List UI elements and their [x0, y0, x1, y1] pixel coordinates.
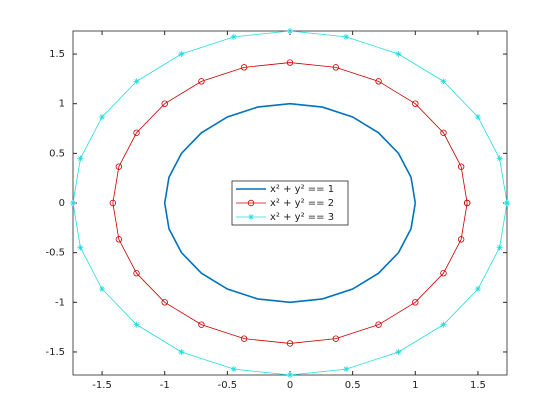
marker	[198, 321, 205, 328]
marker	[161, 299, 168, 306]
marker	[115, 236, 123, 243]
marker	[109, 199, 117, 207]
marker	[457, 163, 465, 170]
marker	[133, 78, 140, 85]
marker	[474, 114, 481, 120]
marker	[178, 51, 185, 58]
marker	[332, 335, 340, 342]
marker	[240, 64, 248, 71]
marker	[474, 286, 481, 292]
marker	[99, 114, 106, 120]
y-tick-label: -1.5	[45, 347, 65, 358]
marker	[198, 78, 205, 85]
marker	[412, 299, 419, 306]
marker	[248, 214, 254, 220]
legend: x² + y² == 1 x² + y² == 2 x² + y² == 3	[231, 180, 349, 226]
marker	[287, 372, 293, 378]
marker	[496, 155, 503, 162]
y-tick-label: 0	[59, 198, 65, 209]
marker	[77, 244, 84, 251]
marker	[286, 340, 294, 347]
marker	[286, 59, 294, 66]
legend-label: x² + y² == 3	[270, 212, 334, 223]
marker	[496, 244, 503, 251]
marker	[457, 236, 465, 243]
marker	[463, 199, 471, 207]
marker	[395, 51, 402, 58]
marker	[375, 78, 382, 85]
marker	[230, 366, 237, 373]
marker	[247, 199, 255, 207]
marker	[395, 348, 402, 355]
marker	[440, 321, 447, 328]
series-line	[112, 62, 468, 344]
marker	[161, 100, 168, 107]
marker	[133, 129, 140, 136]
legend-label: x² + y² == 1	[270, 184, 334, 195]
marker	[343, 33, 350, 40]
marker	[412, 100, 419, 107]
marker	[133, 270, 140, 277]
marker	[133, 321, 140, 328]
y-tick-label: -1	[55, 297, 65, 308]
marker	[343, 366, 350, 373]
y-tick-label: 0.5	[49, 148, 65, 159]
legend-label: x² + y² == 2	[270, 198, 334, 209]
marker	[440, 129, 447, 136]
marker	[332, 64, 340, 71]
x-tick-label: 1	[412, 380, 418, 391]
marker	[77, 155, 84, 162]
marker	[230, 33, 237, 40]
marker	[178, 348, 185, 355]
marker	[70, 200, 76, 206]
marker	[504, 200, 510, 206]
x-tick-label: -1	[160, 380, 170, 391]
marker	[99, 286, 106, 292]
x-tick-label: 0.5	[345, 380, 361, 391]
x-tick-label: 1.5	[470, 380, 486, 391]
marker	[375, 321, 382, 328]
marker	[440, 78, 447, 85]
y-tick-label: 1.5	[49, 49, 65, 60]
y-tick-label: -0.5	[45, 248, 65, 259]
marker	[440, 270, 447, 277]
x-tick-label: -1.5	[92, 380, 112, 391]
x-tick-label: -0.5	[218, 380, 238, 391]
marker	[240, 335, 248, 342]
marker	[287, 28, 293, 34]
series-line	[163, 102, 417, 304]
marker	[115, 163, 123, 170]
y-tick-label: 1	[59, 99, 65, 110]
x-tick-label: 0	[287, 380, 293, 391]
